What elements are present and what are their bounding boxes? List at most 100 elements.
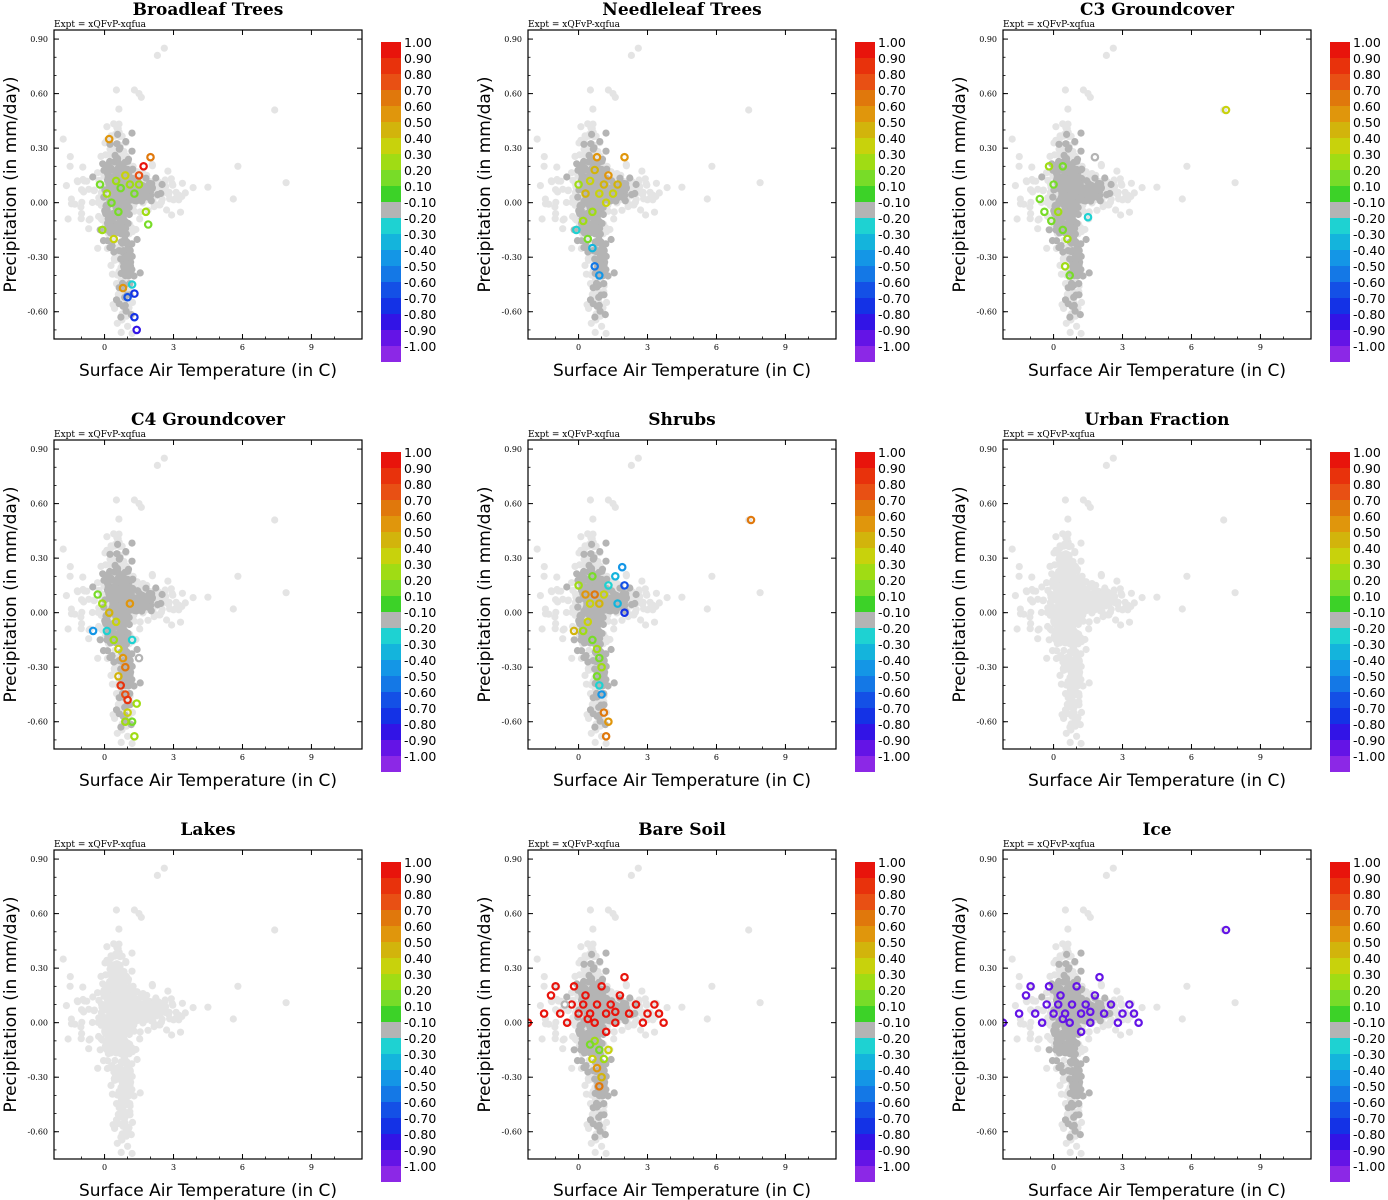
background-point [176,618,185,626]
background-point [586,86,594,94]
neutral-point [136,269,144,277]
background-point [1056,134,1064,143]
neutral-point [107,575,115,583]
background-point [204,593,212,601]
y-tick-label: 0.30 [979,144,997,153]
colorbar-label: 0.60 [878,509,906,524]
neutral-point [117,222,125,230]
highlight-point [746,515,756,525]
highlight-point [114,207,123,217]
y-axis-label: Precipitation (in mm/day) [950,77,970,293]
background-point [204,183,212,191]
background-point [1102,51,1110,60]
neutral-point [110,568,119,576]
neutral-point [1075,280,1083,288]
colorbar-label: -0.90 [404,733,436,748]
x-tick-label: 9 [309,343,314,352]
colorbar-swatch [855,548,875,564]
background-point [97,215,105,223]
neutral-point [152,174,160,182]
neutral-point [114,130,122,138]
colorbar-label: -0.20 [404,621,436,636]
background-point [169,181,177,189]
background-point [533,545,541,553]
colorbar-label: -0.10 [878,605,910,620]
panel-title: C3 Groundcover [1080,0,1235,20]
background-point [66,563,74,571]
y-tick-label: 0.00 [504,609,522,618]
colorbar-label: -0.30 [404,637,436,652]
background-point [611,93,619,101]
x-axis-label: Surface Air Temperature (in C) [553,771,811,791]
colorbar-label: 0.60 [878,99,906,114]
colorbar-label: 0.80 [878,67,906,82]
background-point [1034,225,1042,233]
background-point [117,738,125,746]
neutral-point [128,129,136,137]
background-point [160,44,168,52]
background-point [282,589,290,597]
background-point [85,225,93,233]
neutral-point [1055,140,1063,148]
neutral-point [588,130,596,138]
neutral-point [1071,307,1079,315]
highlight-point [114,644,123,654]
highlight-point [590,165,600,175]
highlight-point [107,198,116,208]
y-axis-label: Precipitation (in mm/day) [475,487,495,703]
colorbar-label: -0.20 [878,621,910,636]
highlight-point [617,562,627,572]
background-point [1113,167,1121,175]
y-tick-label: -0.30 [501,663,522,672]
neutral-point [115,710,123,718]
background-point [90,186,98,194]
colorbar-label: -0.80 [404,717,436,732]
colorbar-label: 0.30 [878,557,906,572]
background-point [1118,181,1126,189]
colorbar-swatch [855,484,875,500]
neutral-point [1073,157,1081,165]
colorbar-label: -0.10 [878,195,910,210]
colorbar-label: 1.00 [404,35,432,50]
colorbar-label: -0.40 [878,653,910,668]
colorbar-swatch [855,756,875,772]
highlight-point [116,681,126,690]
background-point [553,573,561,581]
scatter-points [1008,454,1239,748]
background-point [78,198,86,206]
background-point [553,163,561,171]
colorbar-swatch [855,186,875,202]
x-tick-label: 3 [171,753,176,762]
neutral-point [103,206,111,214]
background-point [62,182,70,190]
background-point [1127,589,1135,597]
highlight-point [613,599,622,608]
background-point [634,44,642,52]
neutral-point [1061,199,1069,208]
neutral-point [1058,192,1066,200]
y-tick-label: -0.60 [976,308,997,317]
x-tick-label: 0 [576,343,581,352]
neutral-point [584,658,592,666]
background-point [1059,120,1067,128]
expt-label: Expt = xQFvP-xqfua [528,20,621,30]
neutral-point [133,235,141,244]
colorbar-label: -0.90 [878,323,910,338]
neutral-point [118,612,126,620]
background-point [652,589,660,597]
highlight-point [111,176,121,186]
colorbar-swatch [855,106,875,122]
background-point [137,93,145,101]
neutral-point [111,561,119,569]
highlight-point [143,220,153,229]
background-point [663,184,671,192]
neutral-point [106,550,114,558]
background-point [79,163,87,171]
background-point [94,169,102,177]
neutral-point [152,584,160,592]
colorbar-swatch [381,564,401,580]
background-point [602,739,610,748]
colorbar-swatch [381,58,401,74]
neutral-point [592,612,600,620]
